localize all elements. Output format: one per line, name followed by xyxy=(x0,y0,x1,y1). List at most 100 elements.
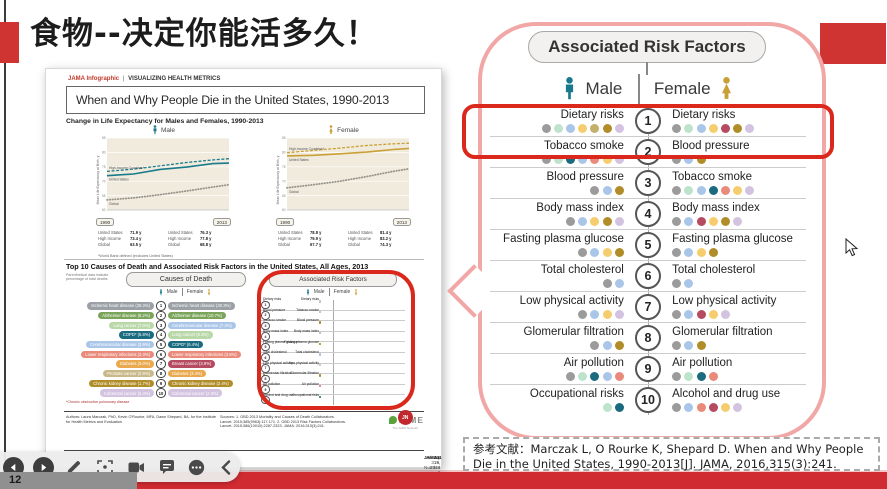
rank-circle: 9 xyxy=(635,356,661,382)
cause-color-dot xyxy=(672,371,682,381)
risk-row: Body mass index 4 Body mass index xyxy=(490,198,806,229)
cause-color-dot xyxy=(720,402,730,412)
cause-female-cell: Colorectal cancer (2.3%) xyxy=(168,389,256,397)
stat-value: 74.3 y xyxy=(380,242,392,248)
female-1990-stats: United States 78.8 y High Income 79.9 y Glob… xyxy=(278,230,342,248)
risk-female-label: Low physical activity xyxy=(672,295,777,308)
risk-male-dots xyxy=(566,371,624,381)
risk-male-label: Fasting plasma glucose xyxy=(284,339,319,344)
cause-color-dot xyxy=(319,363,322,367)
cause-color-dot xyxy=(590,340,600,350)
cause-color-dot xyxy=(696,185,706,195)
cause-female-pill: COPD* (6.4%) xyxy=(168,340,204,349)
rank-circle: 1 xyxy=(635,108,661,134)
cause-male-cell: Lower respiratory infections (3.3%) xyxy=(66,350,154,358)
annotate-pencil-icon[interactable] xyxy=(62,456,84,478)
risk-female-dots xyxy=(672,185,755,195)
risk-male-cell: Dietary risks xyxy=(490,106,632,136)
causes-mf-header: Male Female xyxy=(126,288,244,296)
cause-male-pill: Colorectal cancer (2.4%) xyxy=(99,389,154,397)
stat-row: United States 78.8 y xyxy=(278,230,342,236)
risk-female-label: Fasting plasma glucose xyxy=(672,233,793,246)
x-end-label: 2013 xyxy=(212,218,231,226)
x-start-label: 1990 xyxy=(96,218,115,226)
cause-color-dot xyxy=(684,309,694,319)
cause-color-dot xyxy=(708,216,718,226)
left-edge-line xyxy=(4,0,6,472)
stat-value: 63.5 y xyxy=(130,242,142,248)
risk-male-label: Tobacco smoke xyxy=(543,140,624,153)
risk-row: Glomerular filtration 8 Glomerular filtrat… xyxy=(490,322,806,353)
cause-color-dot xyxy=(672,247,682,257)
stat-row: United States 76.3 y xyxy=(168,230,232,236)
stat-name: High Income xyxy=(348,236,371,242)
rank-circle: 8 xyxy=(635,325,661,351)
more-options-icon[interactable] xyxy=(185,456,207,478)
cause-color-dot xyxy=(602,216,612,226)
rank-circle: 6 xyxy=(635,263,661,289)
cause-of-death-row: Ischemic heart disease (26.3%) 1 Ischemic … xyxy=(66,301,258,311)
cause-male-pill: Prostate cancer (2.9%) xyxy=(103,369,154,378)
cause-color-dot xyxy=(696,309,706,319)
svg-text:80: 80 xyxy=(282,151,286,155)
cause-color-dot xyxy=(319,353,322,356)
svg-text:Mean Life Expectancy at Birth,: Mean Life Expectancy at Birth, y xyxy=(276,155,280,204)
camera-icon[interactable] xyxy=(125,456,147,478)
cause-male-pill: Cerebrovascular disease (3.9%) xyxy=(86,340,154,349)
cause-female-pill: Lower respiratory infections (3.8%) xyxy=(168,350,241,358)
risk-female-dots xyxy=(672,154,706,164)
callout-content: Associated Risk Factors Male Female Diet… xyxy=(478,22,818,432)
svg-text:80: 80 xyxy=(102,151,106,155)
cause-male-cell: COPD* (5.8%) xyxy=(66,331,154,339)
stat-name: Global xyxy=(278,242,290,248)
slide-title: 食物--决定你能活多久！ xyxy=(30,16,378,52)
risk-female-label: Glomerular filtration xyxy=(263,371,292,376)
cause-female-pill: Ischemic heart disease (30.3%) xyxy=(168,302,235,310)
female-icon xyxy=(355,288,358,295)
cause-color-dot xyxy=(590,185,600,195)
cause-color-dot xyxy=(684,278,694,288)
cause-color-dot xyxy=(708,185,718,195)
progress-segment[interactable] xyxy=(0,472,137,489)
risk-female-label: Body mass index xyxy=(672,202,760,215)
rank-circle: 8 xyxy=(156,368,166,379)
cause-rank: 9 xyxy=(154,378,168,389)
stat-value: 78.8 y xyxy=(310,230,322,235)
rank-circle: 5 xyxy=(635,232,661,258)
svg-text:75: 75 xyxy=(282,165,286,169)
risk-row: Body mass index 4 Body mass index xyxy=(261,329,405,342)
rank-circle: 2 xyxy=(261,311,270,320)
cause-female-cell: Alzheimer disease (10.7%) xyxy=(168,311,256,320)
cause-color-dot xyxy=(602,154,612,164)
header-connector-line xyxy=(646,62,648,75)
cause-female-pill: Alzheimer disease (10.7%) xyxy=(168,311,227,320)
risk-female-label: Fasting plasma glucose xyxy=(263,339,298,344)
cause-rank: 1 xyxy=(154,301,168,311)
collapse-toolbar-chevron[interactable] xyxy=(215,456,237,478)
kicker-title: VISUALIZING HEALTH METRICS xyxy=(128,76,221,82)
comment-icon[interactable] xyxy=(156,456,178,478)
male-1990-stats: United States 71.9 y High Income 73.4 y Glob… xyxy=(98,230,162,248)
svg-text:75: 75 xyxy=(102,165,106,169)
risk-row: Glomerular filtration 8 Glomerular filtrat… xyxy=(261,371,405,384)
stat-row: High Income 73.4 y xyxy=(98,236,162,242)
risk-male-label: Tobacco smoke xyxy=(296,307,319,312)
cause-color-dot xyxy=(672,402,682,412)
risk-female-label: Blood pressure xyxy=(672,140,750,153)
journal-page-number: 241 xyxy=(434,455,442,460)
risk-female-dots xyxy=(672,402,743,412)
risk-male-cell: Blood pressure xyxy=(490,168,632,198)
cause-color-dot xyxy=(696,154,706,164)
stat-name: High Income xyxy=(98,236,121,242)
risk-rank: 5 xyxy=(632,230,664,260)
causes-of-death-list: Ischemic heart disease (26.3%) 1 Ischemic … xyxy=(66,301,258,398)
cause-color-dot xyxy=(319,332,322,335)
male-icon xyxy=(153,125,157,135)
risk-row: Total cholesterol 6 Total cholesterol xyxy=(261,350,405,363)
female-icon xyxy=(208,288,211,295)
risk-female-label: Alcohol and drug use xyxy=(672,388,781,401)
cause-female-cell: Diabetes (3.4%) xyxy=(168,369,256,378)
cause-color-dot xyxy=(696,371,706,381)
cause-color-dot xyxy=(602,247,612,257)
risk-male-label: Blood pressure xyxy=(546,171,624,184)
